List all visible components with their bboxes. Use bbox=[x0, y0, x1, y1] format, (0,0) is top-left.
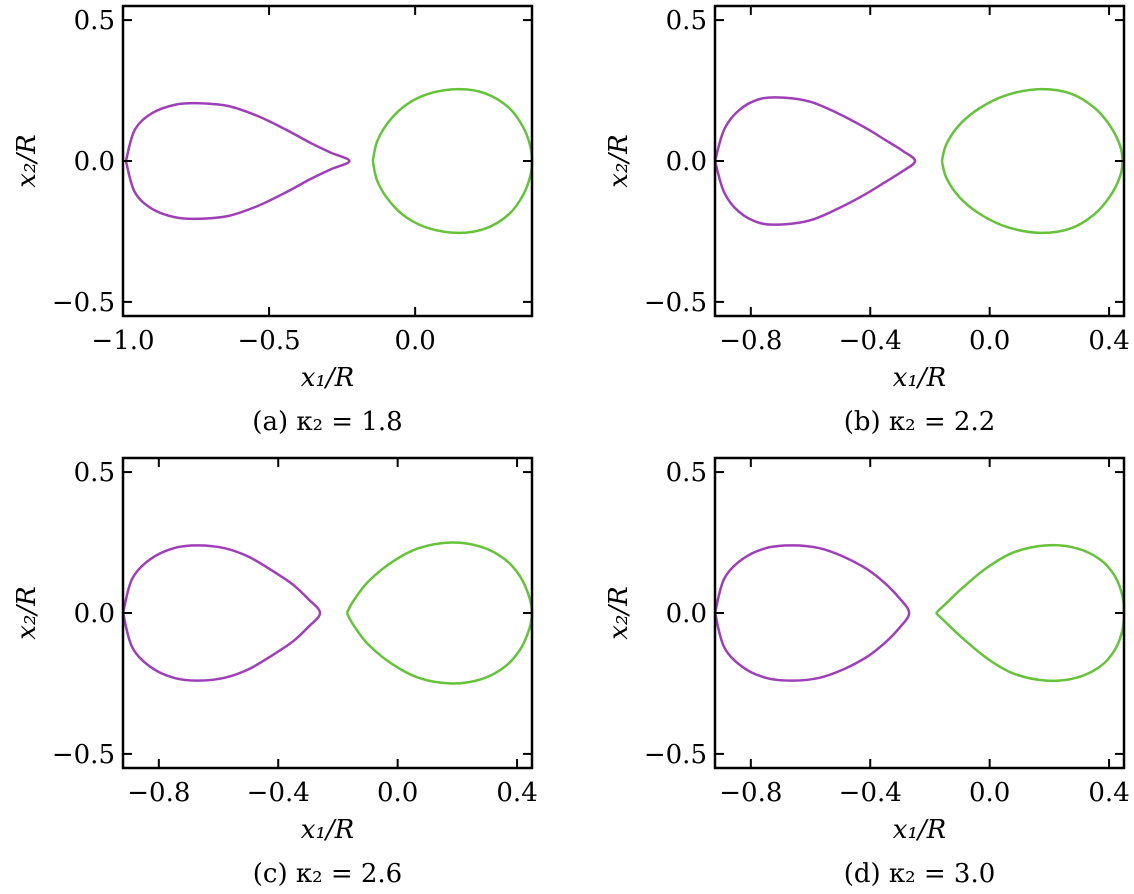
green-curve-c bbox=[345, 541, 534, 685]
panel-caption: (c) κ₂ = 2.6 bbox=[253, 859, 402, 889]
x-tick-label: −0.4 bbox=[247, 778, 310, 808]
x-tick-label: −0.8 bbox=[719, 326, 782, 356]
y-tick-label: 0.5 bbox=[666, 458, 707, 488]
y-tick-label: −0.5 bbox=[644, 288, 707, 318]
x-tick-label: 0.4 bbox=[1088, 778, 1129, 808]
green-curve-a bbox=[371, 87, 534, 235]
x-tick-label: −0.8 bbox=[719, 778, 782, 808]
panel-caption: (b) κ₂ = 2.2 bbox=[844, 407, 996, 437]
panel-a: −1.0 −0.5 0.00.50.0−0.5x₁/Rx₂/R(a) κ₂ = 1.… bbox=[12, 4, 534, 437]
x-tick-label: −1.0 bbox=[91, 326, 154, 356]
axes-frame bbox=[713, 456, 1126, 770]
y-tick-label: 0.0 bbox=[74, 599, 115, 629]
y-axis-label: x₂/R bbox=[12, 586, 42, 639]
axes-frame bbox=[121, 4, 534, 318]
panel-d: −0.8 −0.4 0.0 0.4 0.5 0.0 −0.5 x₁/R x₂/R (d) κ₂ =… bbox=[604, 456, 1130, 889]
y-tick-label: 0.0 bbox=[74, 147, 115, 177]
panel-caption: (a) κ₂ = 1.8 bbox=[252, 407, 402, 437]
x-tick-label: −0.8 bbox=[127, 778, 190, 808]
x-tick-label: 0.4 bbox=[496, 778, 537, 808]
x-tick-label: −0.4 bbox=[839, 326, 902, 356]
y-tick-label: 0.5 bbox=[666, 6, 707, 36]
green-curve-b bbox=[940, 87, 1124, 235]
y-tick-label: −0.5 bbox=[644, 740, 707, 770]
y-tick-label: −0.5 bbox=[52, 288, 115, 318]
y-axis-label: x₂/R bbox=[12, 134, 42, 187]
axes-frame bbox=[121, 456, 534, 770]
x-axis-label: x₁/R bbox=[301, 815, 354, 845]
x-tick-label: 0.0 bbox=[377, 778, 418, 808]
y-tick-label: 0.0 bbox=[666, 599, 707, 629]
y-tick-label: 0.5 bbox=[74, 458, 115, 488]
y-axis-label: x₂/R bbox=[604, 586, 634, 639]
x-tick-label: −0.5 bbox=[238, 326, 301, 356]
x-axis-label: x₁/R bbox=[893, 363, 946, 393]
x-tick-label: −0.4 bbox=[839, 778, 902, 808]
x-tick-label: 0.0 bbox=[394, 326, 435, 356]
x-tick-label: 0.0 bbox=[969, 326, 1010, 356]
purple-curve-b bbox=[713, 96, 917, 226]
x-tick-label: 0.0 bbox=[969, 778, 1010, 808]
panel-b: −0.8 −0.4 0.0 0.4 0.5 0.0 −0.5 x₁/R x₂/R (b) κ₂ =… bbox=[604, 4, 1130, 437]
x-axis-label: x₁/R bbox=[301, 363, 354, 393]
green-curve-d bbox=[935, 543, 1126, 683]
panel-caption: (d) κ₂ = 3.0 bbox=[844, 859, 996, 889]
y-axis-label: x₂/R bbox=[604, 134, 634, 187]
purple-curve-c bbox=[121, 544, 322, 682]
purple-curve-d bbox=[713, 544, 911, 682]
axes-frame bbox=[713, 4, 1126, 318]
y-tick-label: 0.0 bbox=[666, 147, 707, 177]
y-tick-label: −0.5 bbox=[52, 740, 115, 770]
y-tick-label: 0.5 bbox=[74, 6, 115, 36]
purple-curve-a bbox=[124, 101, 351, 221]
x-axis-label: x₁/R bbox=[893, 815, 946, 845]
x-tick-label: 0.4 bbox=[1088, 326, 1129, 356]
panel-c: −0.8 −0.4 0.0 0.4 0.5 0.0 −0.5 x₁/R x₂/R (c) κ₂ =… bbox=[12, 456, 538, 889]
